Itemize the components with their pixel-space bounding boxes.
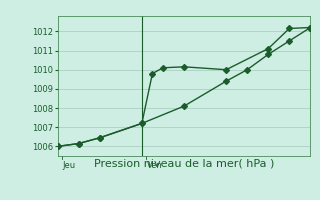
Text: Jeu: Jeu [63,161,76,170]
X-axis label: Pression niveau de la mer( hPa ): Pression niveau de la mer( hPa ) [94,159,274,169]
Text: Ven: Ven [147,161,163,170]
